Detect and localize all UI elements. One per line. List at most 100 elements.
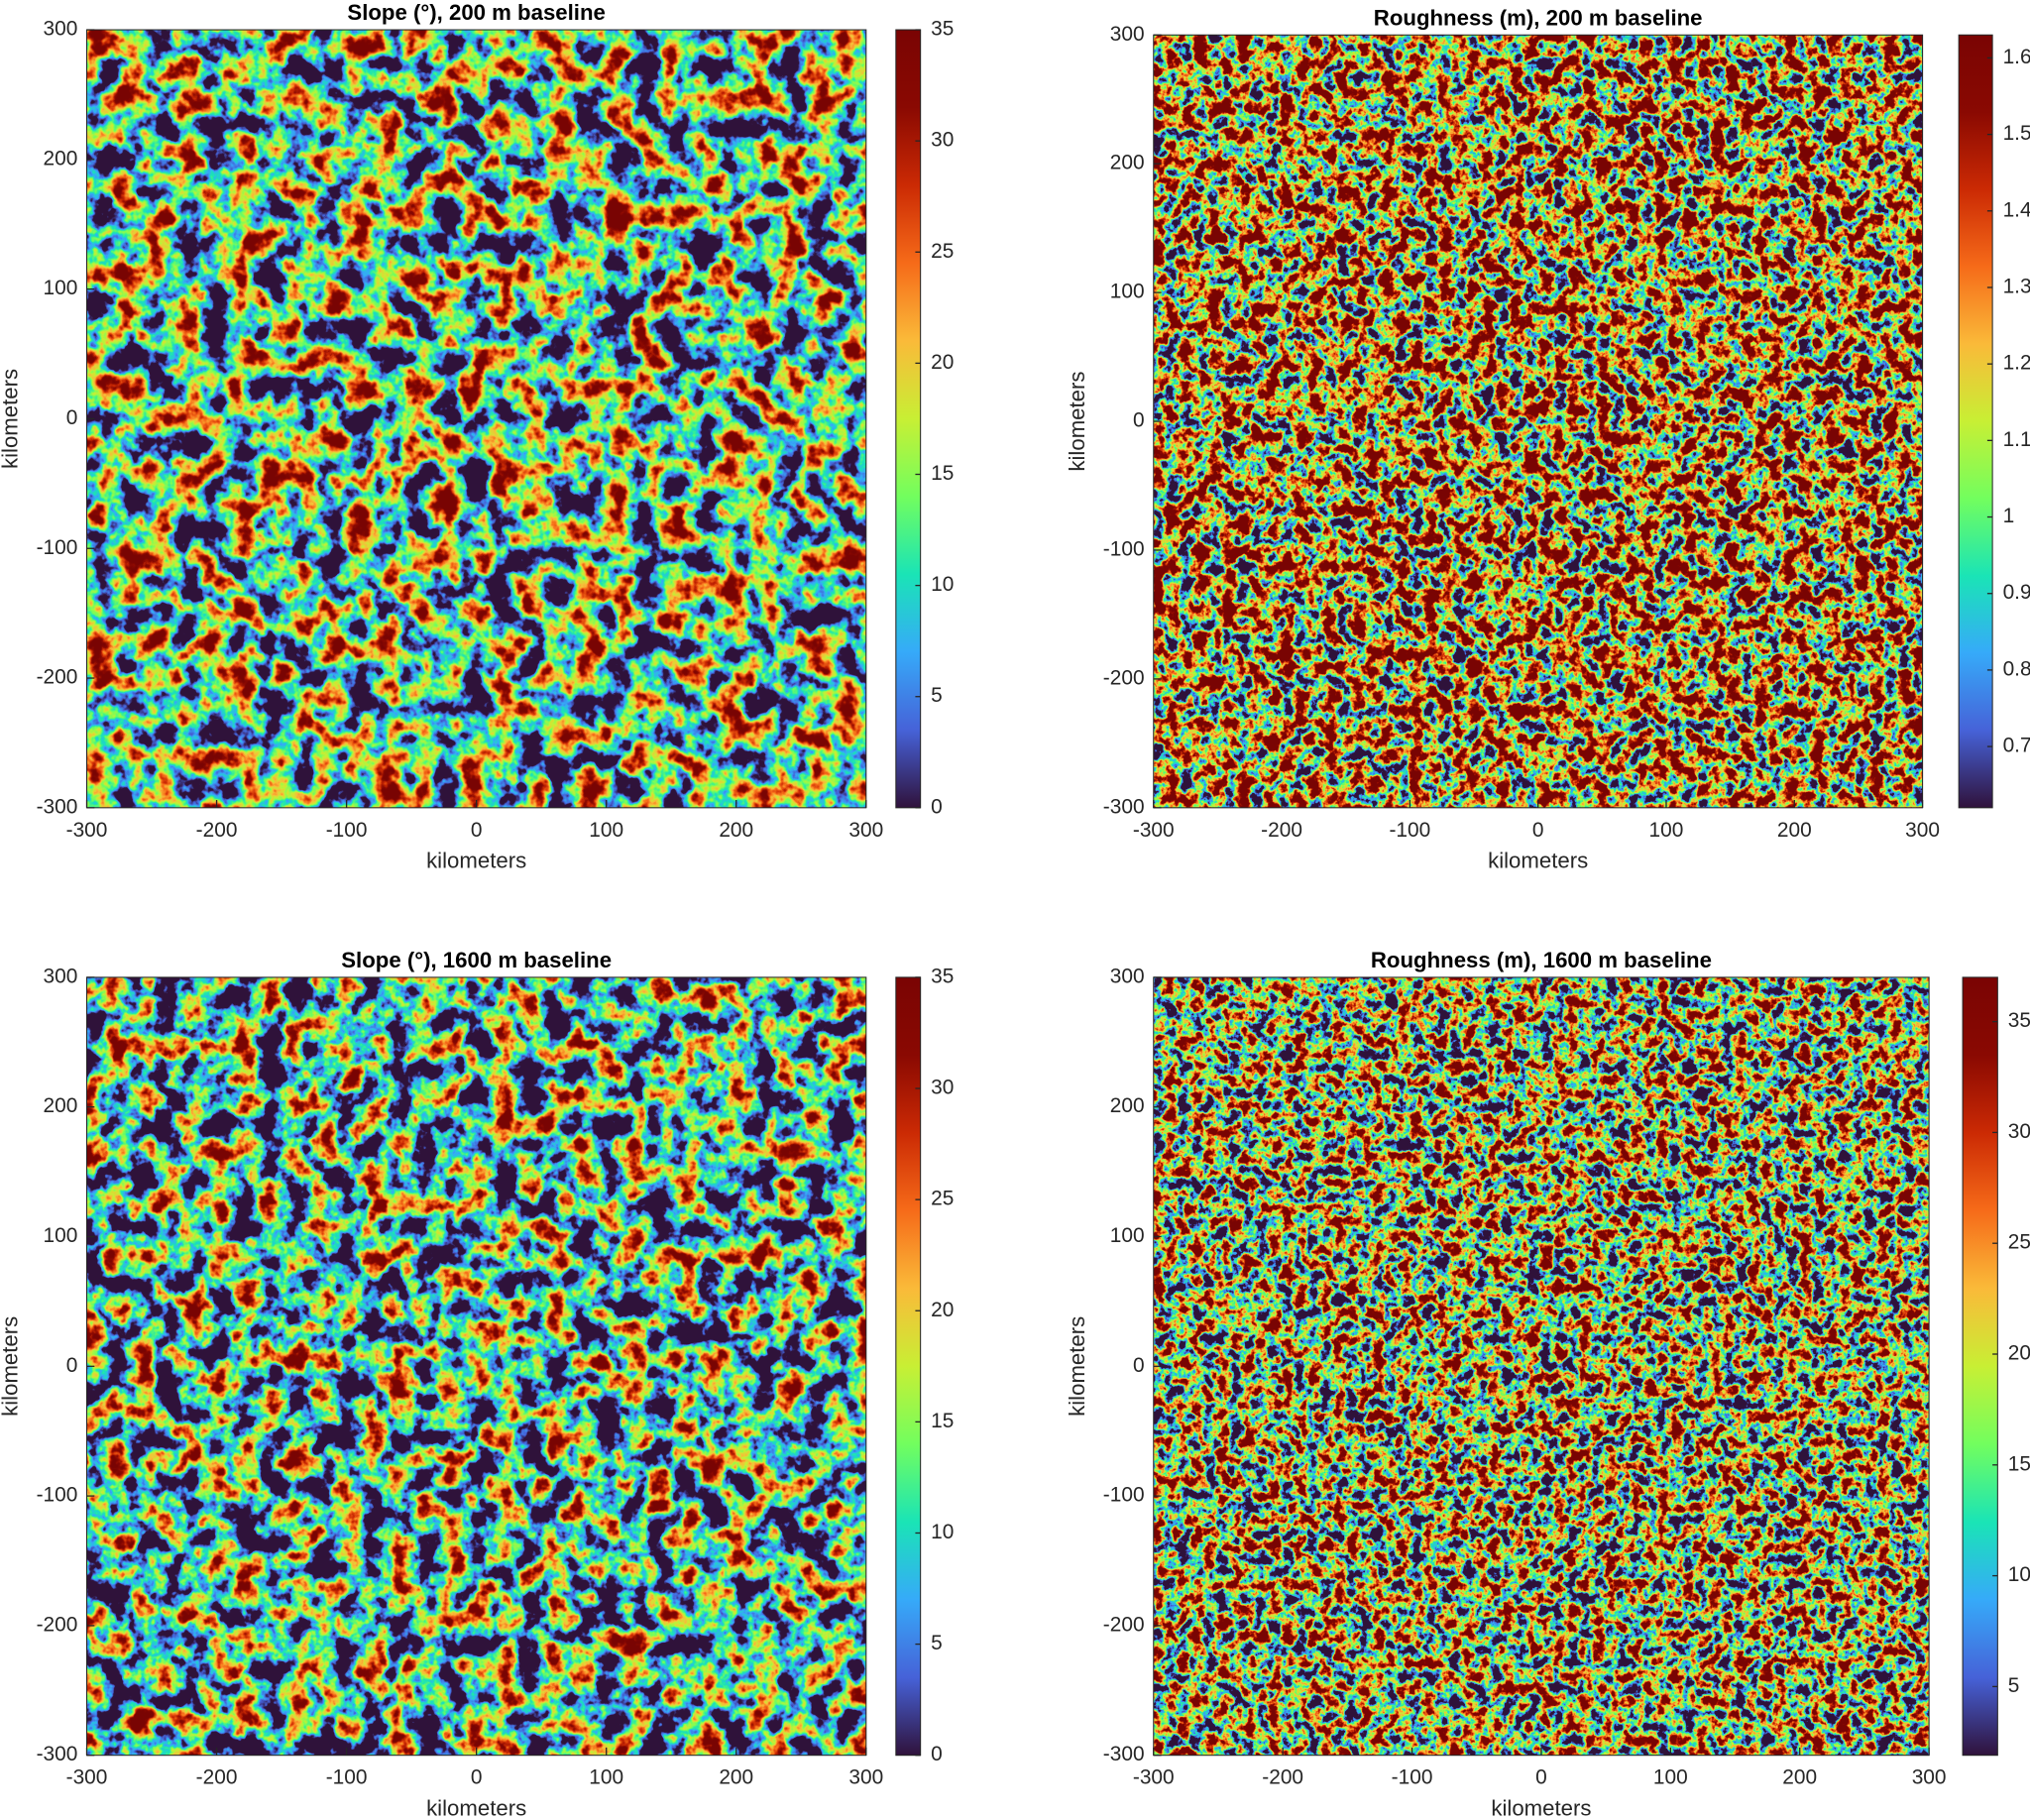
colorbar-tick-label: 35 [2008,1009,2030,1032]
x-axis-label: kilometers [1491,1795,1591,1820]
y-tick-label: -200 [37,666,78,689]
colorbar-tick-label: 30 [931,129,954,152]
y-tick-label: 0 [66,1354,78,1377]
colorbar-tick-label: 35 [931,18,954,41]
colorbar-tick-label: 30 [2008,1120,2030,1143]
y-axis-label: kilometers [1065,1316,1089,1417]
x-tick-label: 0 [1535,1766,1547,1789]
y-tick-label: 0 [1133,409,1145,432]
y-tick-label: -200 [1103,1613,1145,1636]
y-tick-label: 300 [1110,23,1145,46]
x-tick-label: 0 [471,1766,483,1789]
x-tick-label: 300 [1912,1766,1947,1789]
colorbar-tick-label: 0.9 [2003,581,2030,604]
colorbar-tick-label: 0.8 [2003,657,2030,680]
colorbar-tick-label: 1.4 [2003,198,2030,221]
y-axis-label: kilometers [0,1316,23,1417]
x-tick-label: -300 [1133,819,1175,842]
x-tick-label: -100 [326,1766,368,1789]
heatmap [1153,976,1930,1756]
y-tick-label: -300 [37,795,78,818]
y-tick-label: 0 [66,406,78,429]
colorbar-tick-label: 10 [2008,1563,2030,1586]
y-axis-label: kilometers [1065,371,1089,471]
x-tick-label: -100 [1392,1766,1433,1789]
colorbar-tick-label: 20 [931,351,954,374]
y-tick-label: 0 [1133,1354,1145,1377]
colorbar-tick-label: 5 [2008,1674,2020,1697]
x-tick-label: 100 [589,819,623,842]
x-axis-label: kilometers [1488,849,1588,873]
y-tick-label: 300 [44,18,78,41]
colorbar-tick-label: 30 [931,1077,954,1099]
y-tick-label: -300 [37,1743,78,1765]
y-tick-label: -300 [1103,795,1145,818]
chart-title: Slope (°), 1600 m baseline [341,948,612,972]
colorbar-tick-label: 0.7 [2003,735,2030,757]
y-tick-label: 300 [1110,965,1145,987]
y-tick-label: 200 [1110,152,1145,174]
chart-title: Roughness (m), 200 m baseline [1374,5,1703,30]
colorbar-tick-label: 25 [931,1188,954,1210]
x-tick-label: -200 [196,819,238,842]
colorbar-tick-label: 15 [931,462,954,485]
colorbar-tick-label: 20 [931,1299,954,1321]
y-tick-label: 100 [1110,281,1145,303]
colorbar-tick-label: 0 [931,1743,943,1765]
colorbar-tick-label: 20 [2008,1342,2030,1365]
x-tick-label: 200 [1777,819,1812,842]
colorbar-tick-label: 1.2 [2003,352,2030,375]
x-axis-label: kilometers [426,1795,526,1820]
x-tick-label: -100 [326,819,368,842]
colorbar-tick-label: 15 [931,1410,954,1432]
x-tick-label: 200 [1782,1766,1817,1789]
colorbar-tick-label: 1.3 [2003,275,2030,297]
heatmap [86,30,866,808]
x-tick-label: 300 [1905,819,1940,842]
chart-title: Slope (°), 200 m baseline [347,0,605,25]
y-tick-label: 100 [44,277,78,299]
x-tick-label: 0 [471,819,483,842]
x-tick-label: 100 [1649,819,1684,842]
y-tick-label: -100 [37,536,78,559]
y-tick-label: 300 [44,965,78,987]
x-tick-label: -200 [196,1766,238,1789]
colorbar-tick-label: 25 [931,240,954,263]
y-tick-label: -300 [1103,1743,1145,1765]
y-tick-label: 100 [1110,1224,1145,1247]
colorbar-tick-label: 0 [931,795,943,818]
x-tick-label: 200 [719,819,753,842]
colorbar-tick-label: 10 [931,1521,954,1543]
y-tick-label: 200 [44,1094,78,1117]
x-axis-label: kilometers [426,849,526,873]
x-tick-label: 300 [848,819,883,842]
colorbar-tick-label: 10 [931,573,954,596]
x-tick-label: -200 [1261,819,1302,842]
colorbar-tick-label: 15 [2008,1452,2030,1475]
colorbar-tick-label: 1.5 [2003,122,2030,145]
x-tick-label: -300 [66,1766,108,1789]
y-tick-label: -100 [1103,537,1145,560]
colorbar [1962,976,1998,1757]
x-tick-label: -100 [1389,819,1430,842]
chart-title: Roughness (m), 1600 m baseline [1371,948,1712,972]
x-tick-label: 100 [589,1766,623,1789]
x-tick-label: 0 [1532,819,1544,842]
colorbar-tick-label: 25 [2008,1231,2030,1254]
y-tick-label: 200 [44,147,78,170]
x-tick-label: 300 [848,1766,883,1789]
y-tick-label: 100 [44,1224,78,1247]
y-tick-label: 200 [1110,1094,1145,1117]
colorbar-tick-label: 5 [931,1632,943,1654]
y-tick-label: -200 [1103,666,1145,689]
heatmap [1153,35,1923,808]
heatmap [86,976,866,1756]
colorbar-tick-label: 1.1 [2003,428,2030,451]
x-tick-label: -200 [1262,1766,1303,1789]
colorbar-tick-label: 1.6 [2003,46,2030,68]
x-tick-label: 200 [719,1766,753,1789]
colorbar [1958,34,1993,809]
y-tick-label: -100 [1103,1484,1145,1507]
